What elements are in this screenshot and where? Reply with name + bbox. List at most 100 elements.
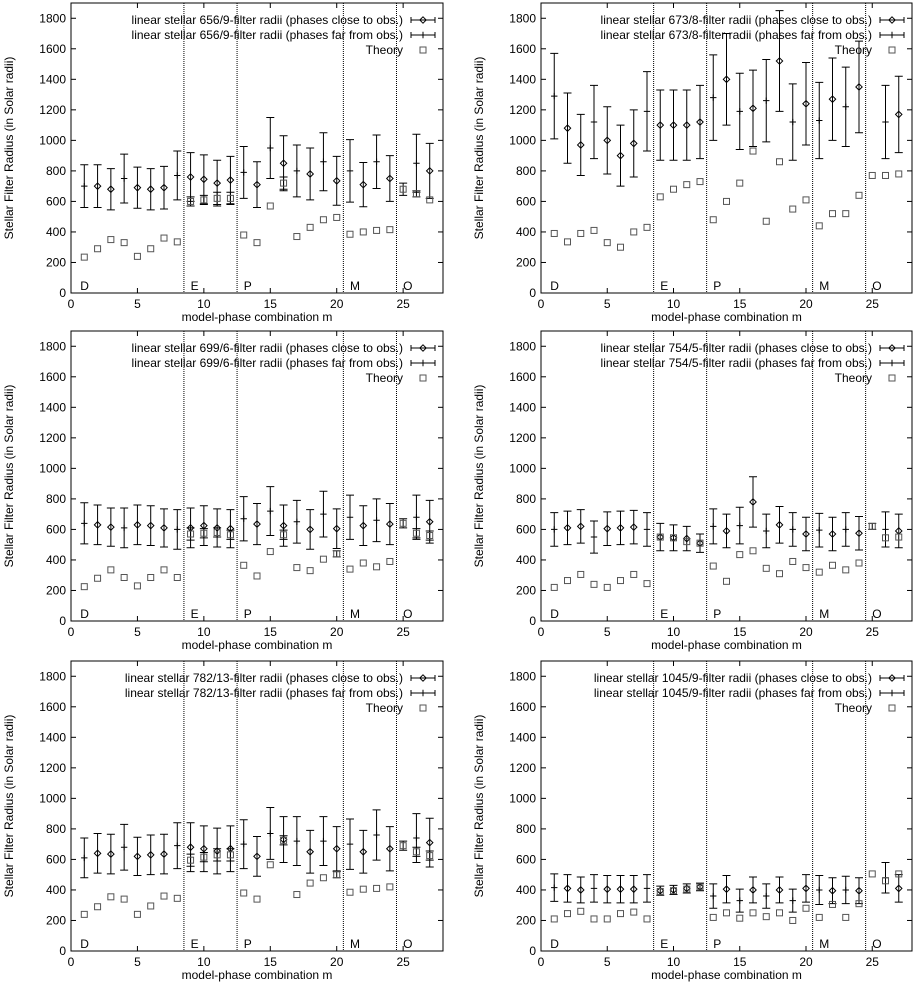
error-bar	[802, 516, 810, 552]
data-point	[550, 915, 558, 923]
data-point	[802, 530, 810, 538]
data-point	[213, 179, 222, 188]
data-point	[736, 108, 743, 115]
data-point	[320, 510, 327, 518]
data-point	[373, 563, 381, 571]
data-point	[279, 521, 288, 530]
error-bar	[749, 476, 757, 528]
region-label: O	[872, 937, 881, 951]
error-bar	[306, 829, 315, 874]
data-point	[630, 908, 638, 916]
data-point	[656, 193, 664, 201]
legend-symbol	[879, 675, 905, 681]
data-point	[333, 550, 341, 558]
data-point	[81, 182, 88, 190]
data-point	[200, 196, 208, 204]
data-point	[722, 527, 731, 535]
x-tick-label: 0	[68, 297, 75, 311]
y-tick-label: 800	[516, 822, 536, 836]
data-point	[160, 850, 168, 858]
data-point	[319, 216, 327, 224]
series-square	[80, 835, 434, 918]
data-point	[789, 205, 797, 213]
legend-entry: linear stellar 673/8-filter radii (phase…	[601, 28, 872, 42]
data-point	[563, 884, 572, 893]
y-tick-label: 400	[46, 883, 66, 897]
data-point	[816, 886, 823, 894]
data-point	[425, 166, 434, 175]
data-point	[789, 916, 797, 924]
y-tick-label: 600	[516, 522, 536, 536]
data-point	[749, 547, 757, 555]
series-diamond	[93, 499, 434, 550]
x-tick-label: 25	[866, 297, 880, 311]
y-tick-label: 800	[46, 164, 66, 178]
data-point	[710, 892, 717, 900]
data-point	[373, 884, 381, 892]
data-point	[643, 580, 651, 588]
error-bar	[160, 833, 168, 875]
data-point	[160, 566, 168, 574]
legend: linear stellar 656/9-filter radii (phase…	[132, 13, 436, 57]
data-point	[815, 913, 823, 921]
data-point	[842, 886, 849, 894]
error-bar	[802, 62, 810, 146]
data-point	[399, 185, 407, 193]
data-point	[280, 531, 288, 539]
legend-symbol	[888, 374, 896, 382]
error-bar	[894, 75, 903, 154]
region-label: E	[660, 607, 668, 621]
error-bar	[563, 92, 572, 164]
data-point	[399, 842, 407, 850]
data-point	[855, 83, 863, 91]
data-point	[643, 108, 651, 115]
data-point	[200, 529, 208, 537]
data-point	[266, 548, 274, 556]
error-bar	[186, 853, 195, 867]
data-point	[306, 879, 314, 887]
y-axis-label: Stellar Filter Radius (in Solar radii)	[2, 715, 16, 898]
data-point	[736, 897, 743, 904]
data-point	[616, 523, 625, 532]
data-point	[187, 856, 195, 864]
y-axis-label: Stellar Filter Radius (in Solar radii)	[2, 57, 16, 240]
data-point	[293, 518, 301, 525]
data-point	[723, 197, 730, 205]
x-tick-label: 25	[866, 955, 880, 969]
series-diamond	[563, 476, 903, 553]
data-point	[293, 233, 301, 241]
data-point	[630, 570, 638, 578]
series-square	[80, 518, 434, 591]
data-point	[346, 840, 354, 848]
legend-symbol	[888, 674, 896, 682]
x-tick-label: 15	[733, 297, 747, 311]
x-tick-label: 10	[667, 625, 681, 639]
plot-frame	[540, 330, 913, 622]
data-point	[133, 183, 142, 192]
region-label: O	[872, 279, 881, 293]
data-point	[828, 530, 837, 538]
data-point	[617, 577, 624, 585]
data-point	[160, 183, 168, 192]
y-tick-label: 1600	[509, 370, 536, 384]
y-tick-label: 1400	[509, 400, 536, 414]
y-tick-label: 1000	[39, 133, 66, 147]
region-label: D	[80, 937, 89, 951]
data-point	[590, 580, 598, 588]
data-point	[696, 178, 704, 186]
data-point	[386, 883, 394, 891]
data-point	[763, 892, 770, 900]
legend-entry: linear stellar 754/5-filter radii (phase…	[601, 341, 872, 355]
error-bar	[894, 513, 903, 549]
data-point	[696, 539, 704, 547]
data-point	[186, 173, 195, 181]
data-point	[226, 531, 234, 539]
data-point	[616, 151, 625, 160]
region-label: M	[350, 279, 360, 293]
y-tick-label: 1000	[509, 791, 536, 805]
data-point	[133, 520, 142, 529]
data-point	[629, 523, 638, 532]
error-bar	[576, 509, 585, 544]
x-tick-label: 5	[604, 297, 611, 311]
